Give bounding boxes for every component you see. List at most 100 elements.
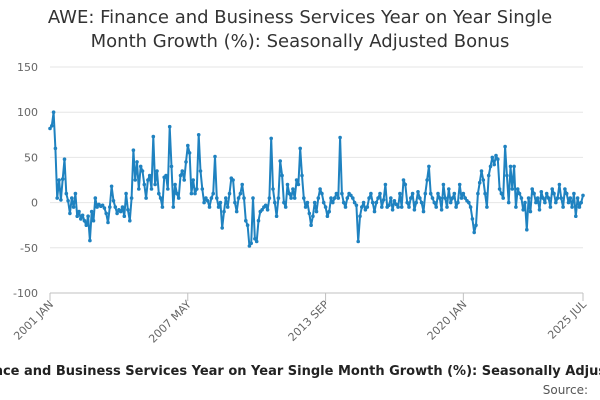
data-point <box>564 191 569 196</box>
data-point <box>302 196 306 200</box>
data-point <box>430 196 435 200</box>
data-point <box>554 200 558 205</box>
data-point <box>561 205 565 209</box>
data-point <box>457 182 462 187</box>
data-point <box>70 196 74 200</box>
data-point <box>398 191 402 196</box>
data-point <box>312 200 317 205</box>
data-point <box>171 205 176 209</box>
data-point <box>530 187 534 191</box>
data-point <box>497 187 502 191</box>
data-point <box>86 214 90 218</box>
data-point <box>544 191 549 196</box>
data-point <box>222 209 226 214</box>
data-point <box>378 191 382 196</box>
data-point <box>218 200 223 205</box>
data-point <box>71 205 76 209</box>
data-point <box>452 191 457 196</box>
data-point <box>325 214 330 218</box>
data-point <box>245 223 250 227</box>
data-point <box>443 196 448 200</box>
data-point <box>144 196 148 200</box>
data-point <box>133 178 137 182</box>
data-point <box>331 200 335 205</box>
data-point <box>532 191 536 196</box>
data-point <box>396 205 400 209</box>
data-point <box>225 205 230 209</box>
data-point <box>557 182 562 187</box>
data-point <box>332 196 337 200</box>
data-point <box>563 187 567 191</box>
data-point <box>254 239 259 244</box>
data-point <box>253 237 257 241</box>
data-point <box>102 206 107 210</box>
data-point <box>318 187 322 191</box>
data-point <box>263 203 268 208</box>
data-point <box>62 157 67 161</box>
data-point <box>50 124 54 128</box>
data-point <box>68 211 72 216</box>
data-point <box>436 191 440 196</box>
data-point <box>164 173 168 178</box>
data-point <box>287 191 292 196</box>
y-tick-label: -100 <box>13 287 38 300</box>
data-point <box>367 196 371 200</box>
data-point <box>389 196 393 200</box>
data-point <box>394 202 399 207</box>
data-point <box>537 208 542 212</box>
y-tick-label: 150 <box>17 61 38 74</box>
data-point <box>89 209 94 214</box>
data-point <box>282 200 286 205</box>
data-point <box>298 146 303 151</box>
data-point <box>568 196 573 200</box>
data-point <box>169 164 174 169</box>
data-point <box>79 217 83 221</box>
data-point <box>425 178 429 182</box>
y-tick-label: 100 <box>17 106 38 119</box>
data-point <box>414 200 419 205</box>
data-point <box>106 220 110 225</box>
data-point <box>374 200 379 205</box>
data-point <box>514 205 518 209</box>
data-point <box>434 205 439 209</box>
data-point <box>486 173 491 178</box>
data-point <box>289 196 293 200</box>
data-point <box>209 196 214 200</box>
data-point <box>100 203 105 208</box>
data-point <box>75 214 79 218</box>
footer-chart-title: AWE: Finance and Business Services Year … <box>0 364 600 379</box>
data-point <box>291 187 295 191</box>
data-point <box>512 164 516 169</box>
data-point <box>142 182 147 187</box>
data-point <box>187 151 192 155</box>
data-point <box>205 199 210 203</box>
y-tick-label: -50 <box>20 242 38 255</box>
data-point <box>492 162 497 167</box>
data-point <box>407 205 411 209</box>
data-point <box>356 239 361 244</box>
data-point <box>113 205 118 209</box>
data-point <box>147 173 152 178</box>
data-point <box>311 214 315 218</box>
data-point <box>118 209 123 214</box>
data-point <box>224 196 228 200</box>
data-point <box>195 187 199 191</box>
data-point <box>477 180 482 185</box>
data-point <box>55 196 59 200</box>
data-point <box>84 223 89 227</box>
data-point <box>193 191 197 196</box>
data-point <box>300 173 304 178</box>
data-point <box>380 205 384 209</box>
data-point <box>91 218 96 223</box>
data-point <box>439 208 444 212</box>
data-point <box>265 208 270 212</box>
series-line <box>49 111 584 247</box>
data-point <box>129 196 134 200</box>
data-point <box>416 190 420 194</box>
data-point <box>64 191 69 196</box>
data-point <box>503 144 507 149</box>
data-point <box>555 196 560 200</box>
data-point <box>349 193 353 198</box>
data-point <box>528 209 533 214</box>
